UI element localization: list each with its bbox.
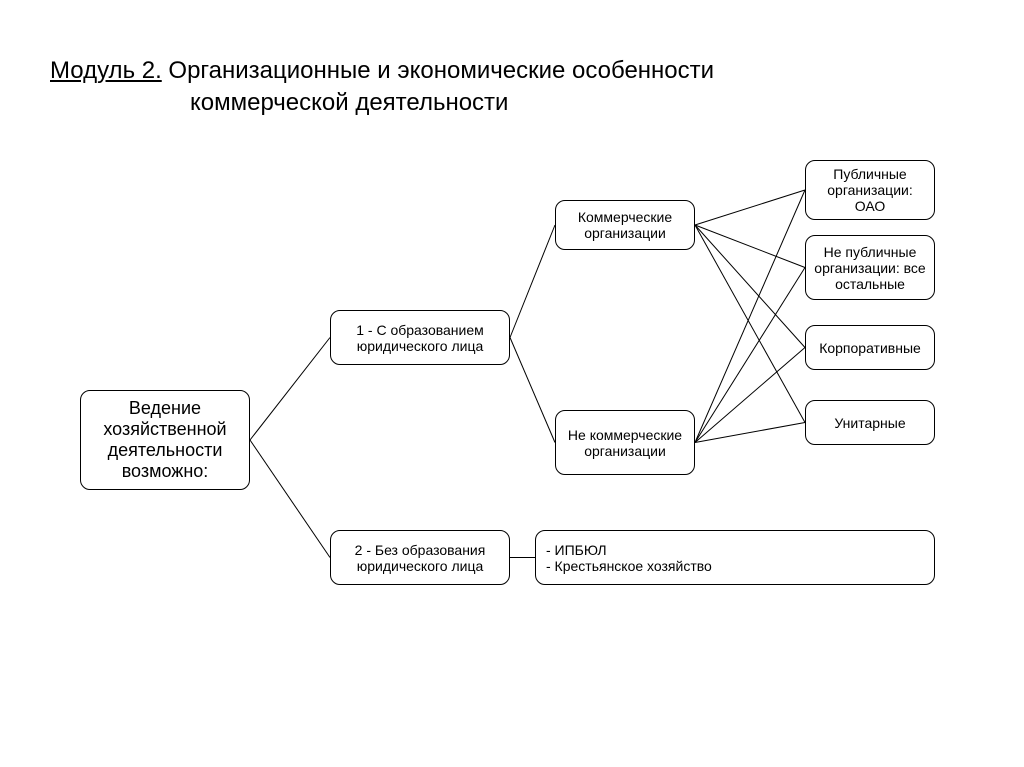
node-ip-line2: - Крестьянское хозяйство [546, 558, 712, 574]
node-l2a-label: 1 - С образованием юридического лица [337, 322, 503, 354]
node-l2b-label: 2 - Без образования юридического лица [337, 542, 503, 574]
node-noncommercial-orgs: Не коммерческие организации [555, 410, 695, 475]
title-prefix: Модуль 2. [50, 57, 162, 84]
node-commercial-orgs: Коммерческие организации [555, 200, 695, 250]
node-without-legal-entity: 2 - Без образования юридического лица [330, 530, 510, 585]
node-root: Ведение хозяйственной деятельности возмо… [80, 390, 250, 490]
node-l4d-label: Унитарные [834, 415, 905, 431]
title-rest: Организационные и экономические особенно… [162, 57, 714, 84]
node-ip-list: - ИПБЮЛ - Крестьянское хозяйство [535, 530, 935, 585]
node-public-orgs: Публичные организации: ОАО [805, 160, 935, 220]
node-ip-line1: - ИПБЮЛ [546, 542, 712, 558]
diagram-canvas: { "title": { "prefix": "Модуль 2.", "res… [0, 0, 1024, 767]
title-line2: коммерческой деятельности [50, 87, 714, 119]
node-unitary: Унитарные [805, 400, 935, 445]
node-root-label: Ведение хозяйственной деятельности возмо… [87, 398, 243, 482]
node-l4b-label: Не публичные организации: все остальные [812, 244, 928, 292]
node-l3b-label: Не коммерческие организации [562, 427, 688, 459]
node-l4a-label: Публичные организации: ОАО [812, 166, 928, 214]
node-with-legal-entity: 1 - С образованием юридического лица [330, 310, 510, 365]
node-l4c-label: Корпоративные [819, 340, 921, 356]
page-title: Модуль 2. Организационные и экономически… [50, 55, 714, 120]
node-nonpublic-orgs: Не публичные организации: все остальные [805, 235, 935, 300]
node-corporate: Корпоративные [805, 325, 935, 370]
node-l3a-label: Коммерческие организации [562, 209, 688, 241]
